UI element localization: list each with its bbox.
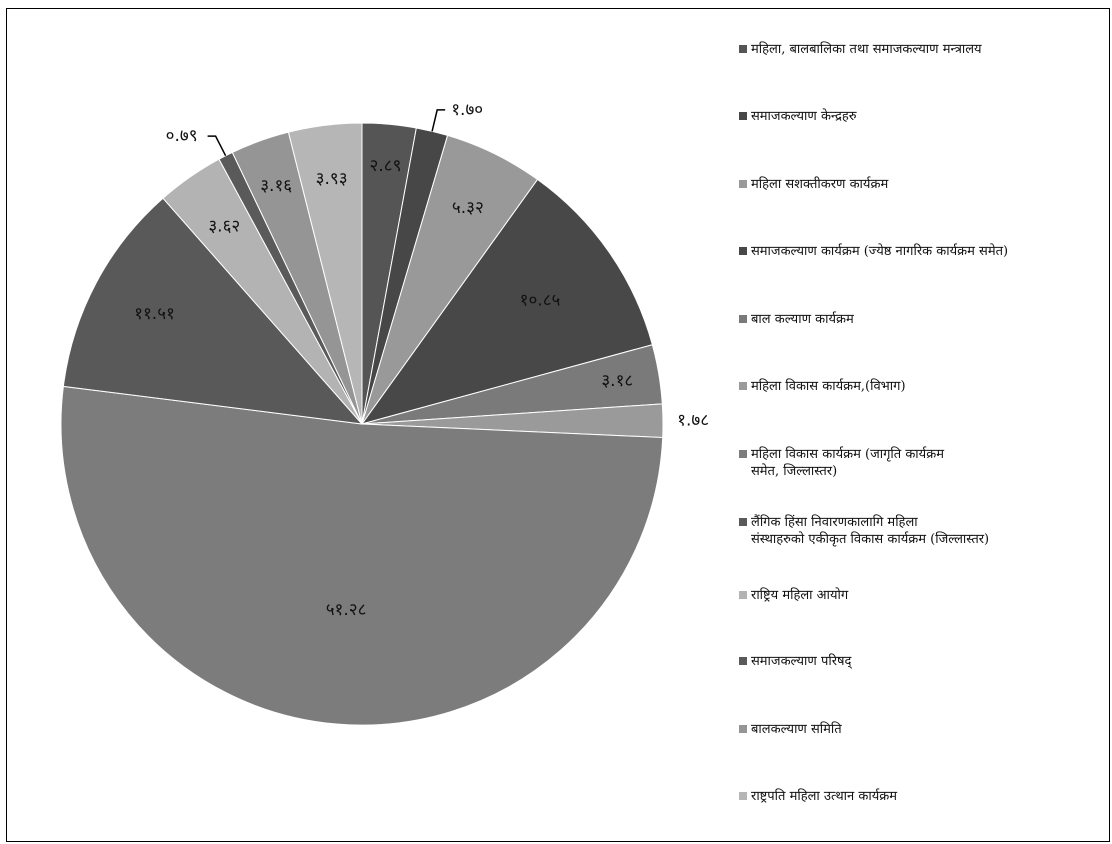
data-label: ११.५१ bbox=[134, 304, 175, 324]
legend-swatch bbox=[739, 657, 747, 665]
legend-swatch bbox=[739, 112, 747, 120]
legend-swatch bbox=[739, 725, 747, 733]
legend-swatch bbox=[739, 518, 747, 526]
legend-item: राष्ट्रिय महिला आयोग bbox=[739, 587, 848, 604]
pie-slice bbox=[287, 122, 363, 425]
legend-label: समाजकल्याण कार्यक्रम (ज्येष्ठ नागरिक कार… bbox=[751, 244, 1009, 259]
legend-item: समाजकल्याण परिषद् bbox=[739, 653, 851, 670]
legend-item: महिला सशक्तीकरण कार्यक्रम bbox=[739, 176, 888, 193]
legend-swatch bbox=[739, 247, 747, 255]
legend-label: समाजकल्याण केन्द्रहरु bbox=[751, 109, 857, 124]
data-label: ५.३२ bbox=[452, 198, 484, 218]
legend-label: बाल कल्याण कार्यक्रम bbox=[751, 312, 854, 327]
leader-line bbox=[431, 109, 446, 132]
legend-item: बाल कल्याण कार्यक्रम bbox=[739, 311, 854, 328]
legend-swatch bbox=[739, 180, 747, 188]
legend-label: महिला सशक्तीकरण कार्यक्रम bbox=[751, 177, 889, 192]
data-label: २.८९ bbox=[370, 156, 402, 176]
legend-label: महिला विकास कार्यक्रम,(विभाग) bbox=[751, 379, 906, 394]
chart-frame: २.८९ १.७० ५.३२ १०.८५ ३.१८ १.७८ ५१.२८ ११.५१ ३.६२ ०… bbox=[6, 8, 1110, 842]
data-label: १०.८५ bbox=[520, 290, 561, 310]
legend-item: महिला विकास कार्यक्रम,(विभाग) bbox=[739, 378, 906, 395]
pie-slice bbox=[360, 178, 653, 425]
data-label: १.७८ bbox=[677, 410, 709, 430]
leader-line bbox=[207, 135, 227, 157]
legend-item: राष्ट्रपति महिला उत्थान कार्यक्रम bbox=[739, 788, 897, 805]
legend-label: राष्ट्रिय महिला आयोग bbox=[751, 588, 849, 603]
legend-item: महिला, बालबालिका तथा समाजकल्याण मन्त्राल… bbox=[739, 41, 982, 58]
legend-label: महिला विकास कार्यक्रम (जागृति कार्यक्रम … bbox=[751, 447, 944, 479]
data-label: ३.१६ bbox=[260, 176, 292, 196]
pie-slice bbox=[60, 385, 664, 726]
legend-item: महिला विकास कार्यक्रम (जागृति कार्यक्रम … bbox=[739, 446, 944, 480]
data-label: ५१.२८ bbox=[326, 600, 367, 620]
pie-slice bbox=[62, 197, 364, 425]
legend-item: बालकल्याण समिति bbox=[739, 721, 842, 738]
legend-label: बालकल्याण समिति bbox=[751, 722, 842, 737]
legend-swatch bbox=[739, 45, 747, 53]
legend-swatch bbox=[739, 591, 747, 599]
legend-swatch bbox=[739, 382, 747, 390]
legend-swatch bbox=[739, 315, 747, 323]
legend-label: समाजकल्याण परिषद् bbox=[751, 654, 852, 669]
legend-swatch bbox=[739, 792, 747, 800]
legend-label: महिला, बालबालिका तथा समाजकल्याण मन्त्राल… bbox=[751, 42, 982, 57]
pie-chart: २.८९ १.७० ५.३२ १०.८५ ३.१८ १.७८ ५१.२८ ११.५१ ३.६२ ०… bbox=[60, 100, 709, 726]
legend-item: समाजकल्याण केन्द्रहरु bbox=[739, 108, 857, 125]
data-label: १.७० bbox=[451, 100, 483, 120]
data-label: ३.९३ bbox=[316, 169, 348, 189]
legend-label: लैंगिक हिंसा निवारणकालागि महिला संस्थाहर… bbox=[751, 515, 990, 547]
data-label: ३.१८ bbox=[601, 371, 633, 391]
data-label: ०.७९ bbox=[166, 126, 198, 146]
legend-item: लैंगिक हिंसा निवारणकालागि महिला संस्थाहर… bbox=[739, 514, 989, 548]
legend-item: समाजकल्याण कार्यक्रम (ज्येष्ठ नागरिक कार… bbox=[739, 243, 1008, 260]
legend-swatch bbox=[739, 450, 747, 458]
legend-label: राष्ट्रपति महिला उत्थान कार्यक्रम bbox=[751, 789, 897, 804]
data-label: ३.६२ bbox=[208, 217, 240, 237]
